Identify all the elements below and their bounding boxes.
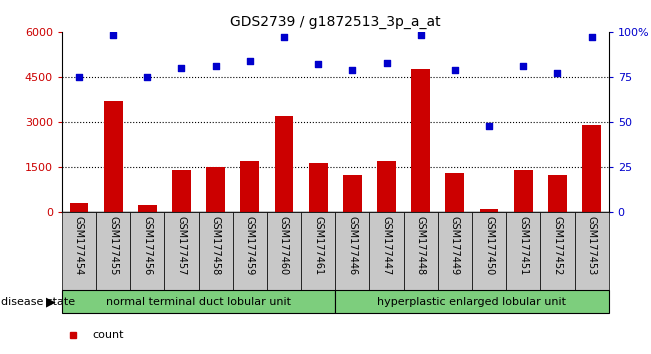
Bar xyxy=(233,212,267,290)
Text: GSM177448: GSM177448 xyxy=(416,216,426,275)
Point xyxy=(210,63,221,69)
Bar xyxy=(70,203,89,212)
Bar xyxy=(240,161,259,212)
Text: GSM177446: GSM177446 xyxy=(348,216,357,275)
Bar xyxy=(104,101,122,212)
Text: GSM177456: GSM177456 xyxy=(143,216,152,275)
Bar xyxy=(309,163,327,212)
Point xyxy=(484,123,494,129)
Bar xyxy=(437,212,472,290)
Bar xyxy=(275,116,294,212)
Bar xyxy=(582,125,601,212)
Bar xyxy=(472,212,506,290)
Bar xyxy=(335,290,609,313)
Bar xyxy=(335,212,370,290)
Text: hyperplastic enlarged lobular unit: hyperplastic enlarged lobular unit xyxy=(378,297,566,307)
Text: GSM177451: GSM177451 xyxy=(518,216,528,275)
Point xyxy=(108,33,118,38)
Text: GSM177453: GSM177453 xyxy=(587,216,596,275)
Point xyxy=(587,34,597,40)
Bar xyxy=(138,205,157,212)
Bar xyxy=(96,212,130,290)
Bar xyxy=(480,210,499,212)
Title: GDS2739 / g1872513_3p_a_at: GDS2739 / g1872513_3p_a_at xyxy=(230,16,441,29)
Bar xyxy=(548,175,567,212)
Text: GSM177458: GSM177458 xyxy=(211,216,221,275)
Bar xyxy=(445,173,464,212)
Text: GSM177459: GSM177459 xyxy=(245,216,255,275)
Bar xyxy=(506,212,540,290)
Bar xyxy=(377,161,396,212)
Text: GSM177455: GSM177455 xyxy=(108,216,118,276)
Text: GSM177449: GSM177449 xyxy=(450,216,460,275)
Text: GSM177452: GSM177452 xyxy=(553,216,562,276)
Text: GSM177461: GSM177461 xyxy=(313,216,323,275)
Point xyxy=(313,62,324,67)
Point xyxy=(176,65,187,71)
Point xyxy=(347,67,357,73)
Text: ▶: ▶ xyxy=(46,295,55,308)
Bar xyxy=(575,212,609,290)
Bar xyxy=(130,212,164,290)
Text: GSM177457: GSM177457 xyxy=(176,216,186,276)
Bar xyxy=(62,290,335,313)
Point xyxy=(450,67,460,73)
Bar xyxy=(172,170,191,212)
Bar xyxy=(62,212,96,290)
Bar xyxy=(206,167,225,212)
Point xyxy=(245,58,255,64)
Bar xyxy=(540,212,575,290)
Bar xyxy=(199,212,233,290)
Bar xyxy=(370,212,404,290)
Point xyxy=(518,63,529,69)
Point xyxy=(74,74,84,80)
Bar xyxy=(514,170,533,212)
Point xyxy=(279,34,289,40)
Point xyxy=(415,33,426,38)
Point xyxy=(552,70,562,76)
Bar xyxy=(411,69,430,212)
Text: GSM177450: GSM177450 xyxy=(484,216,494,275)
Text: GSM177460: GSM177460 xyxy=(279,216,289,275)
Text: count: count xyxy=(92,330,124,340)
Bar xyxy=(404,212,437,290)
Bar xyxy=(343,175,362,212)
Text: disease state: disease state xyxy=(1,297,76,307)
Bar xyxy=(164,212,199,290)
Text: normal terminal duct lobular unit: normal terminal duct lobular unit xyxy=(106,297,291,307)
Text: GSM177447: GSM177447 xyxy=(381,216,391,275)
Point xyxy=(142,74,152,80)
Bar xyxy=(301,212,335,290)
Bar xyxy=(267,212,301,290)
Text: GSM177454: GSM177454 xyxy=(74,216,84,275)
Point xyxy=(381,60,392,65)
